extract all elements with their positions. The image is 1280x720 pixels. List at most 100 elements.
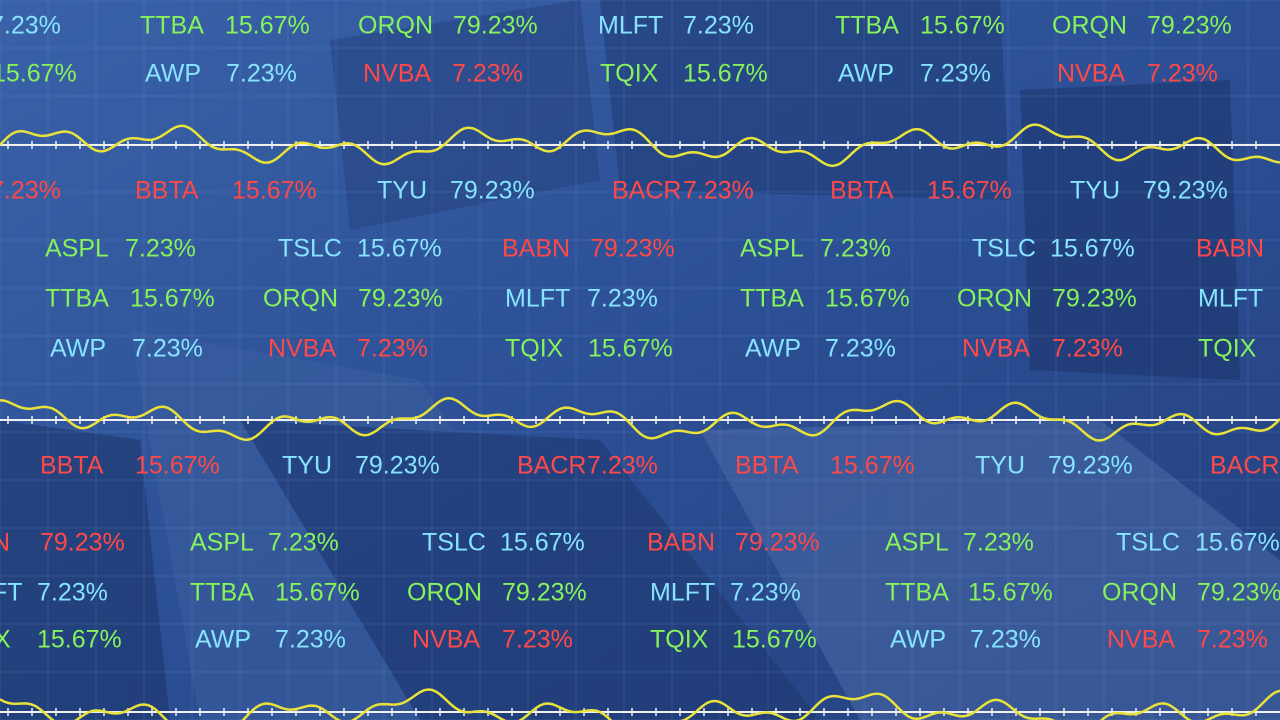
ticker-value: 7.23% bbox=[0, 177, 61, 205]
ticker-symbol: BBTA bbox=[135, 177, 199, 205]
ticker-value: 7.23% bbox=[502, 626, 573, 654]
ticker-symbol: BABN bbox=[647, 529, 715, 557]
ticker-value: 15.67% bbox=[1050, 235, 1135, 263]
wave-line bbox=[0, 123, 1280, 168]
ticker-symbol: X bbox=[0, 626, 11, 654]
ticker-symbol: TTBA bbox=[190, 579, 254, 607]
ticker-symbol: TQIX bbox=[650, 626, 709, 654]
ticker-value: 7.23% bbox=[37, 579, 108, 607]
ticker-value: 7.23% bbox=[268, 529, 339, 557]
ticker-symbol: NVBA bbox=[962, 335, 1030, 363]
ticker-symbol: ORQN bbox=[1102, 579, 1177, 607]
ticker-symbol: BACR bbox=[1210, 452, 1279, 480]
ticker-value: 79.23% bbox=[590, 235, 675, 263]
ticker-value: 79.23% bbox=[450, 177, 535, 205]
ticker-value: 15.67% bbox=[968, 579, 1053, 607]
ticker-value: 79.23% bbox=[1052, 285, 1137, 313]
ticker-value: 7.23% bbox=[820, 235, 891, 263]
ticker-value: 79.23% bbox=[735, 529, 820, 557]
ticker-value: 15.67% bbox=[130, 285, 215, 313]
ticker-symbol: NVBA bbox=[412, 626, 480, 654]
ticker-symbol: BBTA bbox=[40, 452, 104, 480]
ticker-symbol: BACR bbox=[612, 177, 681, 205]
ticker-symbol: FT bbox=[0, 579, 23, 607]
ticker-value: 79.23% bbox=[502, 579, 587, 607]
ticker-value: 79.23% bbox=[453, 12, 538, 40]
ticker-symbol: MLFT bbox=[650, 579, 715, 607]
ticker-symbol: AWP bbox=[145, 60, 201, 88]
ticker-value: 15.67% bbox=[588, 335, 673, 363]
ticker-value: 7.23% bbox=[275, 626, 346, 654]
ticker-symbol: TTBA bbox=[45, 285, 109, 313]
ticker-symbol: AWP bbox=[195, 626, 251, 654]
ticker-value: 79.23% bbox=[1147, 12, 1232, 40]
ticker-value: 7.23% bbox=[1052, 335, 1123, 363]
ticker-symbol: BBTA bbox=[735, 452, 799, 480]
ticker-symbol: TTBA bbox=[885, 579, 949, 607]
ticker-symbol: BBTA bbox=[830, 177, 894, 205]
ticker-symbol: TQIX bbox=[505, 335, 564, 363]
ticker-symbol: TTBA bbox=[835, 12, 899, 40]
ticker-symbol: ASPL bbox=[190, 529, 254, 557]
ticker-value: 7.23% bbox=[970, 626, 1041, 654]
tickers: 7.23% TTBA 15.67% ORQN 79.23% MLFT 7.23% TTBA 15… bbox=[0, 12, 1280, 654]
ticker-symbol: BABN bbox=[502, 235, 570, 263]
wave-line bbox=[0, 396, 1280, 442]
ticker-value: 7.23% bbox=[357, 335, 428, 363]
ticker-symbol: ASPL bbox=[45, 235, 109, 263]
ticker-value: 15.67% bbox=[825, 285, 910, 313]
ticker-symbol: TYU bbox=[975, 452, 1025, 480]
ticker-symbol: TSLC bbox=[972, 235, 1036, 263]
ticker-symbol: NVBA bbox=[1107, 626, 1175, 654]
ticker-symbol: NVBA bbox=[1057, 60, 1125, 88]
ticker-symbol: TSLC bbox=[278, 235, 342, 263]
ticker-value: 79.23% bbox=[1048, 452, 1133, 480]
ticker-symbol: ORQN bbox=[1052, 12, 1127, 40]
ticker-value: 15.67% bbox=[500, 529, 585, 557]
ticker-value: 79.23% bbox=[355, 452, 440, 480]
ticker-value: 7.23% bbox=[452, 60, 523, 88]
ticker-symbol: TSLC bbox=[1116, 529, 1180, 557]
ticker-symbol: ORQN bbox=[263, 285, 338, 313]
ticker-symbol: BACR bbox=[517, 452, 586, 480]
ticker-value: 15.67% bbox=[0, 60, 77, 88]
ticker-value: 15.67% bbox=[225, 12, 310, 40]
ticker-symbol: TYU bbox=[377, 177, 427, 205]
ticker-value: 15.67% bbox=[920, 12, 1005, 40]
ticker-symbol: TQIX bbox=[1198, 335, 1257, 363]
ticker-value: 7.23% bbox=[683, 177, 754, 205]
ticker-value: 79.23% bbox=[40, 529, 125, 557]
ticker-symbol: N bbox=[0, 529, 10, 557]
ticker-symbol: AWP bbox=[745, 335, 801, 363]
ticker-value: 15.67% bbox=[275, 579, 360, 607]
ticker-symbol: ORQN bbox=[957, 285, 1032, 313]
ticker-symbol: ORQN bbox=[358, 12, 433, 40]
ticker-symbol: NVBA bbox=[363, 60, 431, 88]
ticker-value: 15.67% bbox=[927, 177, 1012, 205]
ticker-value: 7.23% bbox=[1197, 626, 1268, 654]
ticker-symbol: MLFT bbox=[598, 12, 663, 40]
ticker-symbol: ORQN bbox=[407, 579, 482, 607]
ticker-symbol: NVBA bbox=[268, 335, 336, 363]
ticker-symbol: TTBA bbox=[140, 12, 204, 40]
ticker-value: 15.67% bbox=[232, 177, 317, 205]
ticker-symbol: TYU bbox=[282, 452, 332, 480]
ticker-symbol: ASPL bbox=[885, 529, 949, 557]
ticker-value: 7.23% bbox=[226, 60, 297, 88]
ticker-value: 7.23% bbox=[683, 12, 754, 40]
ticker-value: 15.67% bbox=[37, 626, 122, 654]
ticker-value: 79.23% bbox=[1197, 579, 1280, 607]
ticker-value: 79.23% bbox=[1143, 177, 1228, 205]
ticker-value: 7.23% bbox=[587, 285, 658, 313]
ticker-symbol: TTBA bbox=[740, 285, 804, 313]
ticker-symbol: TYU bbox=[1070, 177, 1120, 205]
ticker-symbol: BABN bbox=[1196, 235, 1264, 263]
ticker-symbol: AWP bbox=[838, 60, 894, 88]
ticker-value: 7.23% bbox=[963, 529, 1034, 557]
ticker-symbol: TQIX bbox=[600, 60, 659, 88]
ticker-symbol: TSLC bbox=[422, 529, 486, 557]
